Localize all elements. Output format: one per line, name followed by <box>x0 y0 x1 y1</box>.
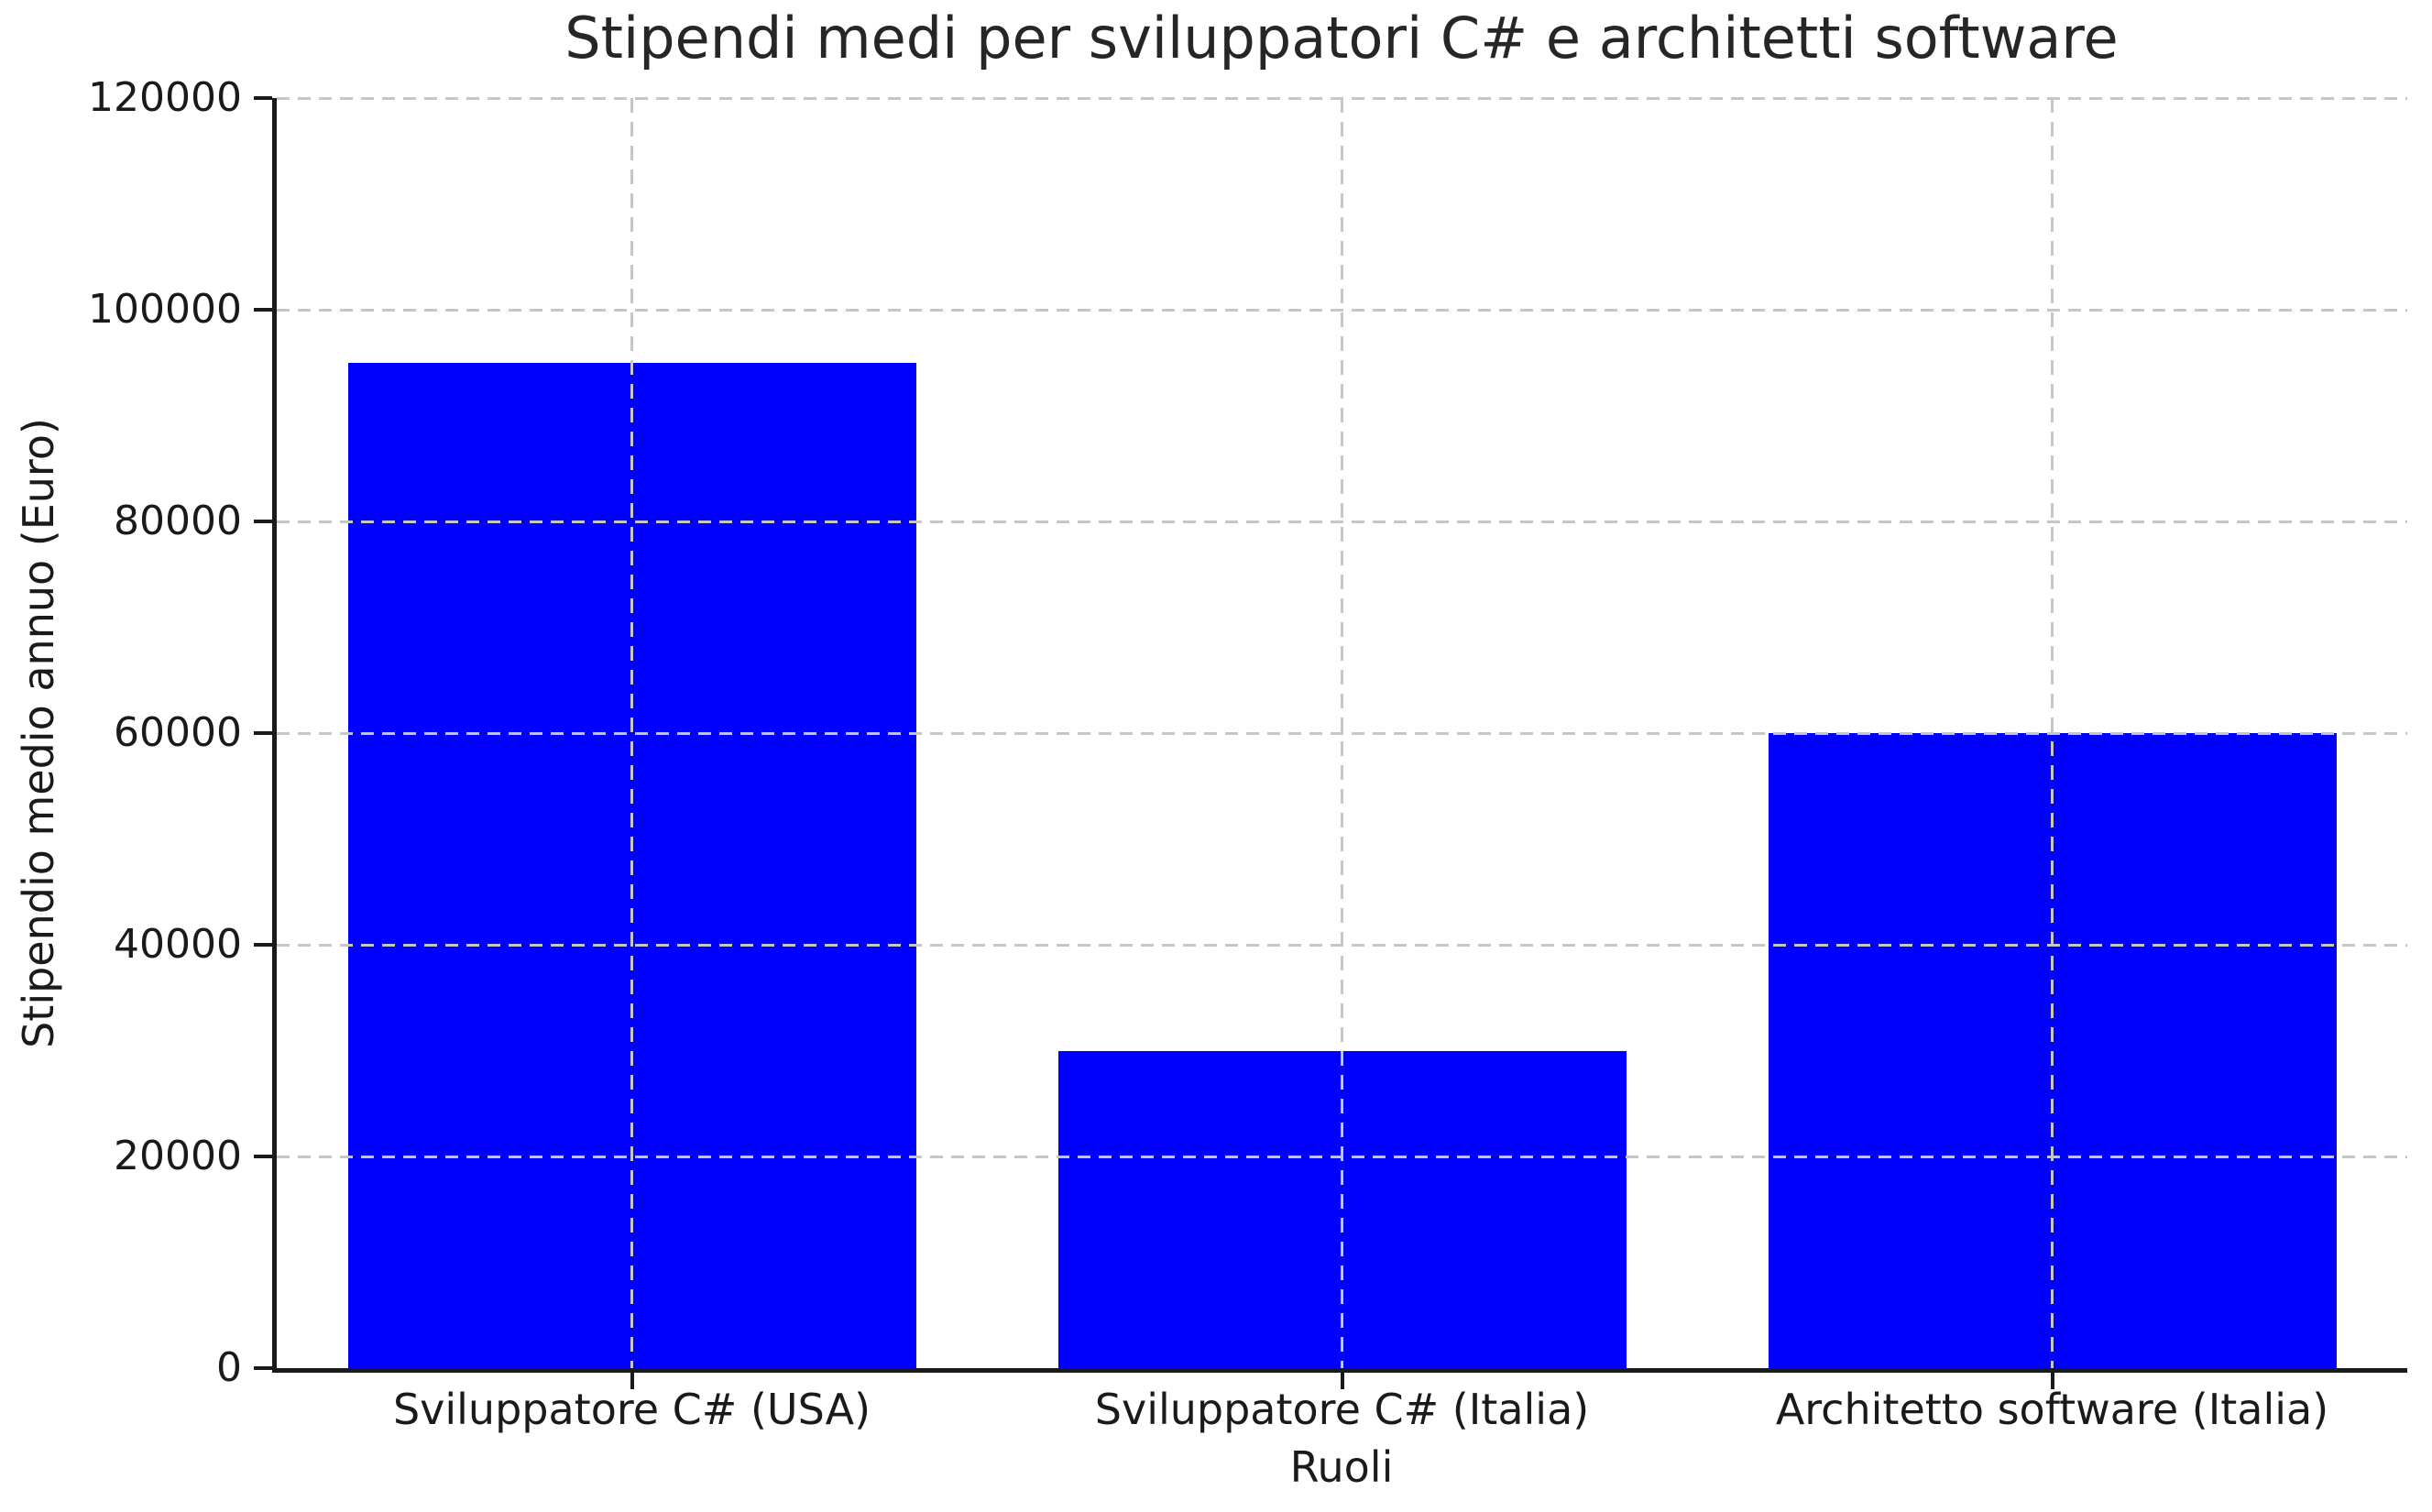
y-tick-mark-80000 <box>254 520 272 523</box>
v-gridline-1 <box>1341 98 1343 1368</box>
y-axis-label: Stipendio medio annuo (Euro) <box>14 418 63 1048</box>
y-tick-label-40000: 40000 <box>114 921 242 968</box>
v-gridline-0 <box>630 98 633 1368</box>
y-tick-label-80000: 80000 <box>114 498 242 544</box>
v-gridline-2 <box>2051 98 2054 1368</box>
y-tick-label-60000: 60000 <box>114 709 242 756</box>
plot-area: 0 20000 40000 60000 80000 100000 120000 Svilupp… <box>88 78 2407 1430</box>
y-tick-label-120000: 120000 <box>88 74 242 121</box>
x-tick-mark-1 <box>1340 1373 1344 1389</box>
x-tick-label-2: Architetto software (Italia) <box>1775 1385 2329 1434</box>
x-axis-label: Ruoli <box>1289 1442 1394 1492</box>
y-tick-label-0: 0 <box>216 1344 242 1391</box>
y-tick-mark-100000 <box>254 308 272 312</box>
x-tick-label-1: Sviluppatore C# (Italia) <box>1094 1385 1590 1434</box>
chart-title: Stipendi medi per sviluppatori C# e arch… <box>564 5 2119 71</box>
x-tick-label-0: Sviluppatore C# (USA) <box>392 1385 871 1434</box>
y-tick-label-20000: 20000 <box>114 1133 242 1179</box>
x-tick-mark-2 <box>2050 1373 2054 1389</box>
y-tick-mark-120000 <box>254 96 272 100</box>
y-tick-label-100000: 100000 <box>88 286 242 333</box>
y-tick-mark-0 <box>254 1366 272 1370</box>
x-tick-mark-0 <box>630 1373 634 1389</box>
x-axis-spine <box>272 1368 2407 1373</box>
y-tick-mark-60000 <box>254 731 272 735</box>
y-tick-mark-40000 <box>254 943 272 947</box>
y-axis-spine <box>272 98 277 1373</box>
y-tick-mark-20000 <box>254 1155 272 1158</box>
